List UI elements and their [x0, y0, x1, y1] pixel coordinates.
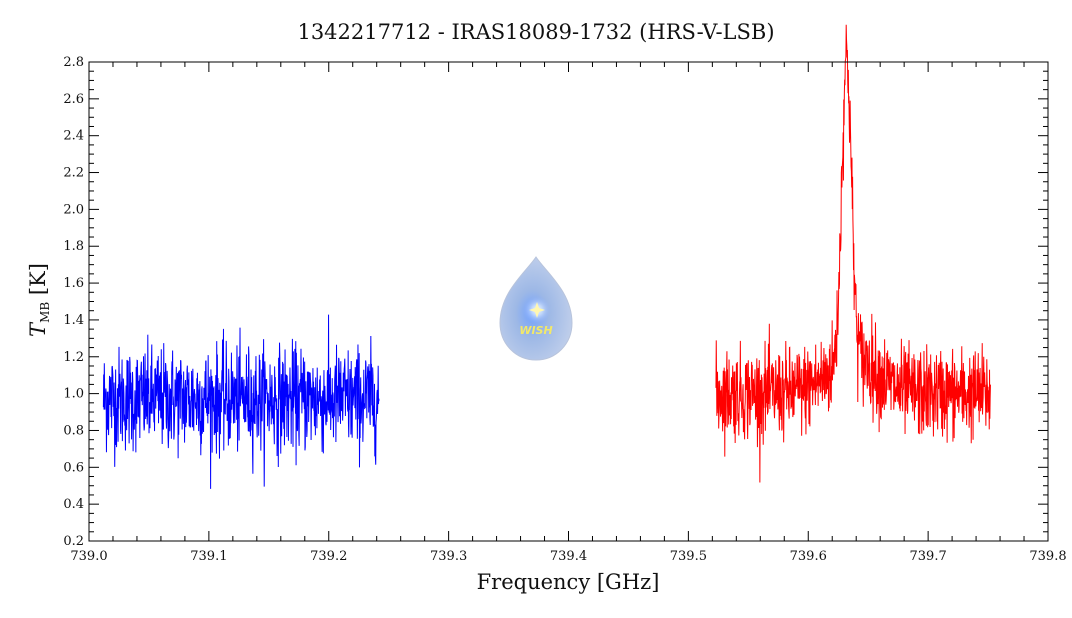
ticks-layer: 739.0 739.1 739.2 739.3 739.4 739.5 739.6 739.7…: [63, 55, 1066, 564]
spectrum-series-2: [715, 24, 991, 483]
x-tick-label: 739.6: [790, 549, 827, 564]
x-tick-label: 739.1: [190, 549, 227, 564]
y-tick-label: 1.4: [63, 313, 84, 328]
x-tick-label: 739.4: [550, 549, 587, 564]
star-icon: [529, 302, 545, 318]
x-tick-label: 739.7: [910, 549, 947, 564]
y-tick-label: 2.2: [63, 166, 84, 181]
y-tick-label: 0.2: [63, 534, 84, 549]
chart-title: 1342217712 - IRAS18089-1732 (HRS-V-LSB): [297, 20, 774, 44]
y-tick-label: 2.6: [63, 92, 84, 107]
y-tick-label: 2.4: [63, 129, 84, 144]
y-tick-label: 0.6: [63, 460, 84, 475]
x-tick-label: 739.5: [670, 549, 707, 564]
x-tick-label: 739.8: [1029, 549, 1066, 564]
y-tick-label: 1.6: [63, 276, 84, 291]
y-tick-label: 2.8: [63, 55, 84, 70]
wish-logo: WISH: [499, 256, 573, 361]
y-tick-label: 0.8: [63, 423, 84, 438]
logo-text: WISH: [519, 324, 552, 337]
y-tick-label: 0.4: [63, 497, 84, 512]
y-tick-label: 1.0: [63, 387, 84, 402]
y-axis-label: TMB [K]: [26, 263, 52, 337]
x-tick-label: 739.3: [430, 549, 467, 564]
x-tick-label: 739.2: [310, 549, 347, 564]
y-tick-label: 1.2: [63, 350, 84, 365]
y-tick-label: 1.8: [63, 239, 84, 254]
spectrum-series-1: [102, 314, 380, 489]
plot-frame: [88, 61, 1049, 542]
y-tick-label: 2.0: [63, 202, 84, 217]
series-layer: [102, 24, 991, 489]
x-tick-label: 739.0: [70, 549, 107, 564]
x-axis-label: Frequency [GHz]: [477, 570, 660, 594]
